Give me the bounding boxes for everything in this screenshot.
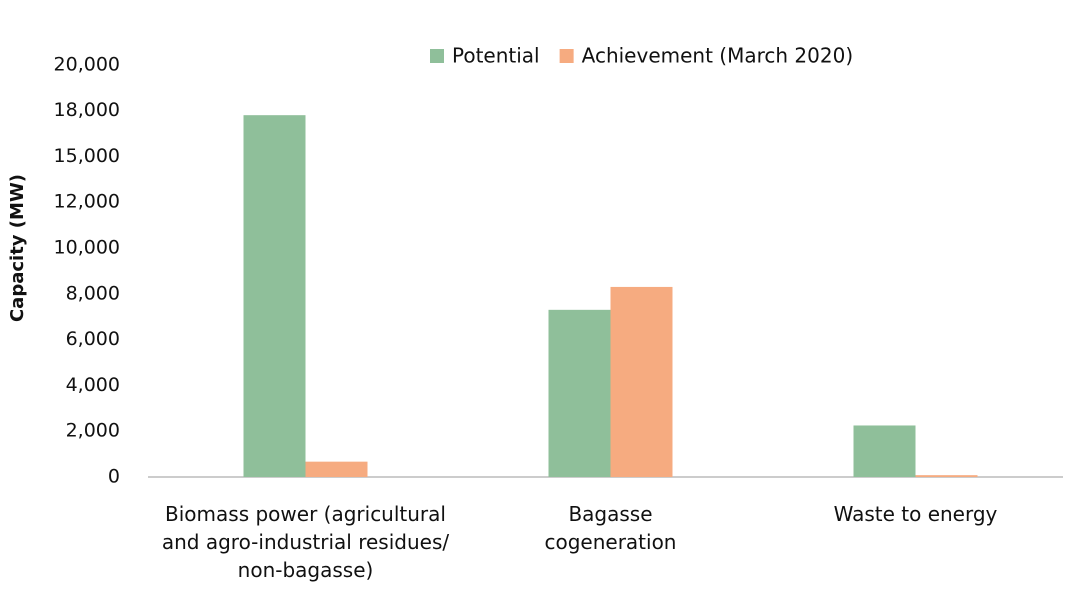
y-tick-label: 4,000 xyxy=(66,374,120,396)
y-tick-label: 0 xyxy=(108,466,120,488)
legend-label: Achievement (March 2020) xyxy=(582,44,854,68)
y-tick-label: 18,000 xyxy=(54,99,120,121)
x-tick-label: Biomass power (agricultural and agro-ind… xyxy=(161,502,450,582)
y-tick-label: 2,000 xyxy=(66,420,120,442)
y-tick-label: 10,000 xyxy=(54,237,120,259)
legend-label: Potential xyxy=(452,44,540,68)
legend-swatch xyxy=(430,49,444,63)
y-tick-label: 12,000 xyxy=(54,191,120,213)
y-axis-label: Capacity (MW) xyxy=(7,174,28,322)
bar xyxy=(243,115,306,478)
legend-swatch xyxy=(559,49,574,63)
y-tick-label: 8,000 xyxy=(66,282,120,304)
bar xyxy=(853,425,916,477)
y-tick-label: 6,000 xyxy=(66,328,120,350)
bar xyxy=(915,475,978,477)
bar xyxy=(548,309,611,477)
bar xyxy=(610,286,673,477)
y-tick-label: 20,000 xyxy=(54,53,120,75)
x-tick-label: Bagasse cogeneration xyxy=(544,502,677,554)
x-tick-label: Waste to energy xyxy=(833,502,998,526)
y-tick-label: 15,000 xyxy=(54,145,120,167)
bar xyxy=(305,461,368,477)
